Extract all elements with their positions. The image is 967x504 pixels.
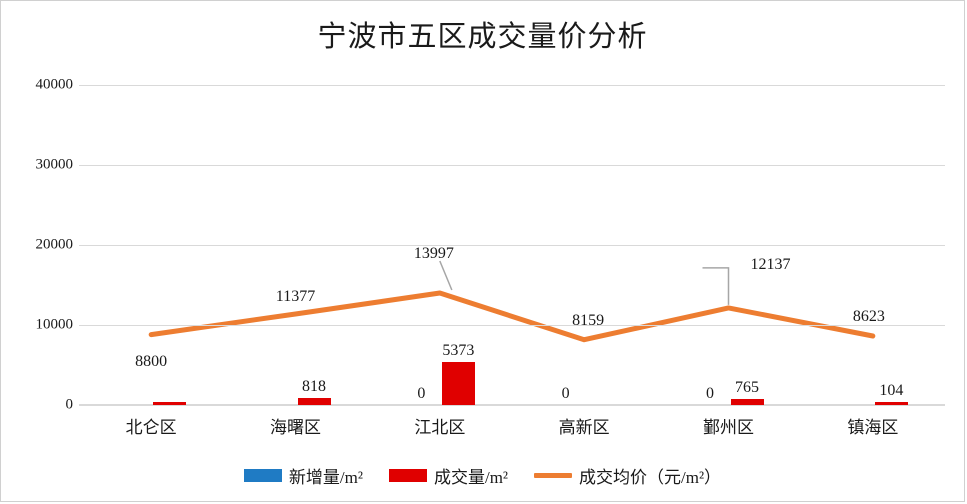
legend-item[interactable]: 成交量/m² (388, 463, 509, 488)
bar-data-label: 104 (879, 382, 904, 399)
x-axis-tick-label: 镇海区 (847, 418, 899, 437)
legend-color-swatch-icon (388, 469, 427, 482)
y-axis-tick-label: 40000 (35, 76, 74, 93)
bar[interactable] (441, 362, 475, 405)
line-data-label: 12137 (750, 255, 791, 273)
x-axis-tick-label: 高新区 (558, 418, 610, 437)
bar[interactable] (730, 398, 764, 405)
line-data-label: 8800 (135, 352, 168, 370)
bar-data-label: 0 (417, 385, 426, 402)
bar-data-label: 818 (302, 378, 326, 396)
line-series-overlay (148, 260, 876, 343)
gridline (79, 165, 945, 166)
bar-data-label: 0 (706, 385, 714, 402)
bar-data-label: 0 (561, 385, 570, 402)
line-data-label: 13997 (413, 245, 454, 263)
legend-line-swatch-icon (534, 473, 573, 478)
gridline (79, 325, 945, 326)
y-axis-tick-label: 20000 (35, 236, 74, 253)
y-axis-tick-label: 30000 (35, 156, 74, 173)
bar[interactable] (153, 402, 187, 405)
gridline (79, 404, 945, 406)
x-axis-tick-label: 海曙区 (270, 418, 321, 437)
line-data-label: 8159 (572, 311, 605, 329)
data-label-leader-line (702, 267, 730, 305)
x-axis-tick-label: 北仑区 (125, 418, 177, 437)
bar-data-label: 5373 (442, 342, 475, 360)
plot-area: 0 0 0 818 5373 765 104 8800 11377 13997 8159 12137 8… (79, 85, 945, 406)
x-axis-tick-label: 江北区 (414, 418, 466, 437)
legend-item[interactable]: 成交均价（元/m²） (534, 463, 721, 488)
bar[interactable] (297, 398, 331, 405)
legend-item[interactable]: 新增量/m² (243, 463, 363, 488)
y-axis-tick-label: 0 (65, 396, 74, 413)
chart-title: 宁波市五区成交量价分析 (317, 21, 648, 53)
bar-data-label: 765 (735, 378, 759, 396)
legend-label: 成交量/m² (433, 468, 509, 487)
line-data-label: 8623 (852, 308, 885, 326)
legend-label: 新增量/m² (288, 468, 363, 487)
legend-label: 成交均价（元/m²） (579, 468, 722, 487)
bar[interactable] (874, 402, 908, 405)
legend-color-swatch-icon (243, 469, 282, 482)
gridline (79, 245, 945, 246)
y-axis: 0 10000 20000 30000 40000 (1, 77, 74, 413)
chart-legend: 新增量/m² 成交量/m² 成交均价（元/m²） (1, 463, 964, 488)
gridline (79, 85, 945, 86)
line-series-path[interactable] (148, 290, 876, 343)
x-axis: 北仑区 海曙区 江北区 高新区 鄞州区 镇海区 (79, 409, 945, 443)
data-label-leader-line (439, 260, 453, 291)
line-data-label: 11377 (275, 287, 316, 305)
x-axis-tick-label: 鄞州区 (703, 418, 754, 437)
y-axis-tick-label: 10000 (35, 316, 74, 333)
